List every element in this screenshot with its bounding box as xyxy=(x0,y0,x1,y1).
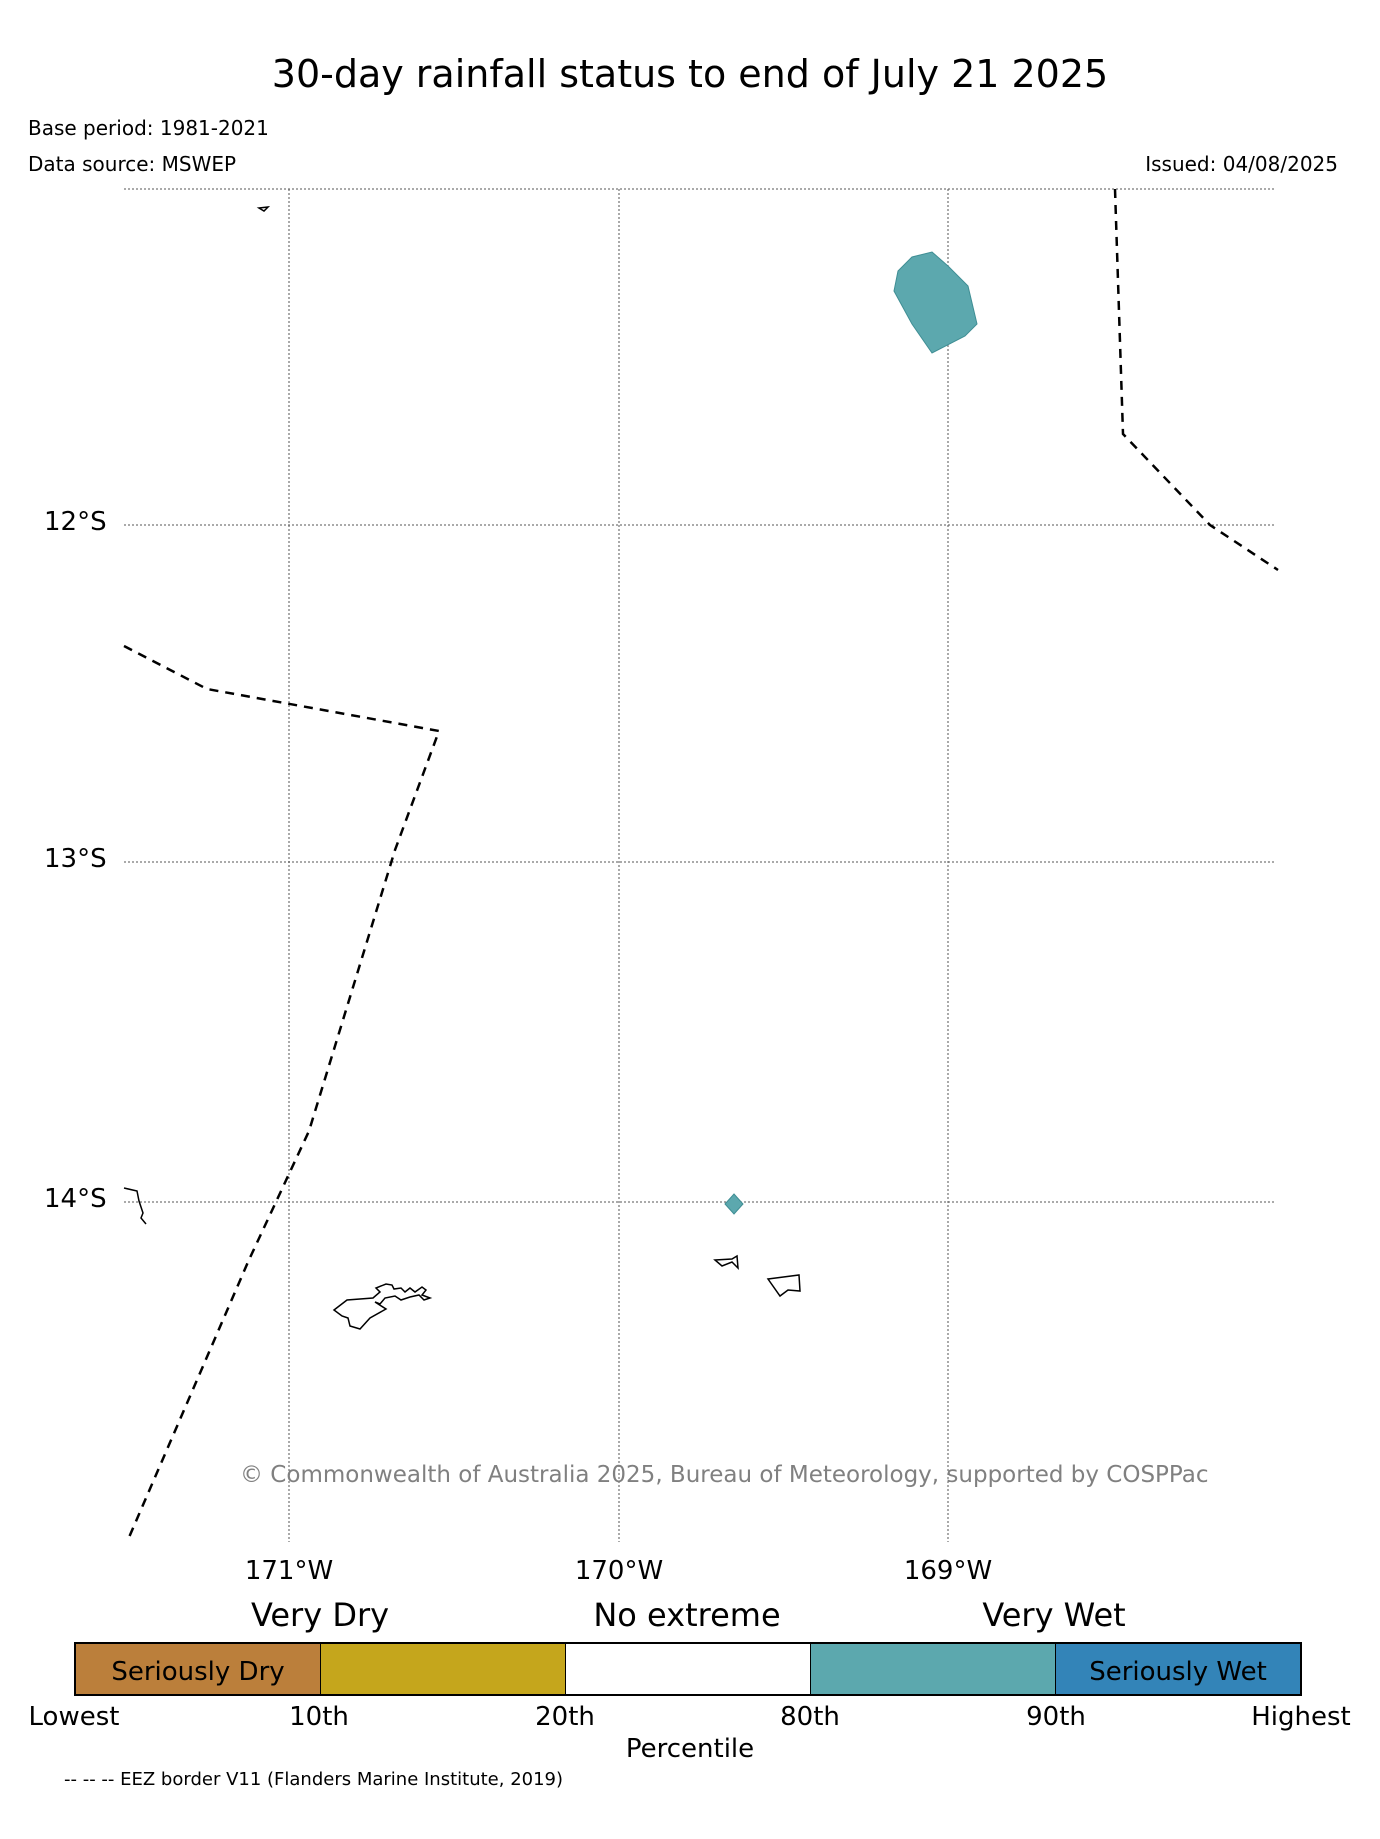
legend-segment-very-dry xyxy=(321,1644,566,1694)
island-tau xyxy=(766,1274,801,1298)
lat-label-13s: 13°S xyxy=(44,844,107,874)
eez-borders xyxy=(123,188,1279,1543)
eez-border-west xyxy=(123,644,441,1543)
very-wet-area-north xyxy=(893,251,978,354)
wet-regions xyxy=(724,251,978,1215)
legend-label-very-wet: Very Wet xyxy=(982,1596,1126,1634)
legend-segment-seriously-wet: Seriously Wet xyxy=(1056,1644,1300,1694)
very-wet-area-south xyxy=(724,1193,744,1215)
legend-tick-90th: 90th xyxy=(1026,1702,1086,1732)
island-tutuila xyxy=(332,1283,433,1330)
map-title: 30-day rainfall status to end of July 21… xyxy=(271,52,1109,96)
data-source: Data source: MSWEP xyxy=(28,152,237,176)
island-west-coast xyxy=(123,1187,147,1225)
legend-tick-highest: Highest xyxy=(1251,1702,1351,1732)
legend-label-very-dry: Very Dry xyxy=(250,1596,390,1634)
legend-segment-seriously-dry: Seriously Dry xyxy=(76,1644,321,1694)
legend-label-no-extreme: No extreme xyxy=(593,1596,781,1634)
legend-tick-lowest: Lowest xyxy=(28,1702,120,1732)
legend-colorbar: Seriously Dry Seriously Wet xyxy=(74,1642,1302,1696)
lon-label-169w: 169°W xyxy=(903,1556,993,1586)
legend-segment-no-extreme xyxy=(566,1644,811,1694)
islands xyxy=(123,206,801,1330)
issued-date: Issued: 04/08/2025 xyxy=(1145,152,1338,176)
legend-segment-very-wet xyxy=(811,1644,1056,1694)
legend-tick-80th: 80th xyxy=(780,1702,840,1732)
eez-border-east xyxy=(1113,188,1279,572)
copyright-notice: © Commonwealth of Australia 2025, Bureau… xyxy=(240,1462,1209,1488)
lon-label-171w: 171°W xyxy=(244,1556,334,1586)
legend-axis-label: Percentile xyxy=(625,1734,755,1764)
grid-lines xyxy=(124,188,1276,1542)
island-ofu-olosega xyxy=(713,1254,739,1270)
lon-label-170w: 170°W xyxy=(574,1556,664,1586)
base-period: Base period: 1981-2021 xyxy=(28,116,269,140)
lat-label-12s: 12°S xyxy=(44,507,107,537)
eez-note: -- -- -- EEZ border V11 (Flanders Marine… xyxy=(64,1769,564,1790)
legend-tick-10th: 10th xyxy=(289,1702,349,1732)
lat-label-14s: 14°S xyxy=(44,1184,107,1214)
legend-tick-20th: 20th xyxy=(535,1702,595,1732)
island-north xyxy=(256,206,271,212)
